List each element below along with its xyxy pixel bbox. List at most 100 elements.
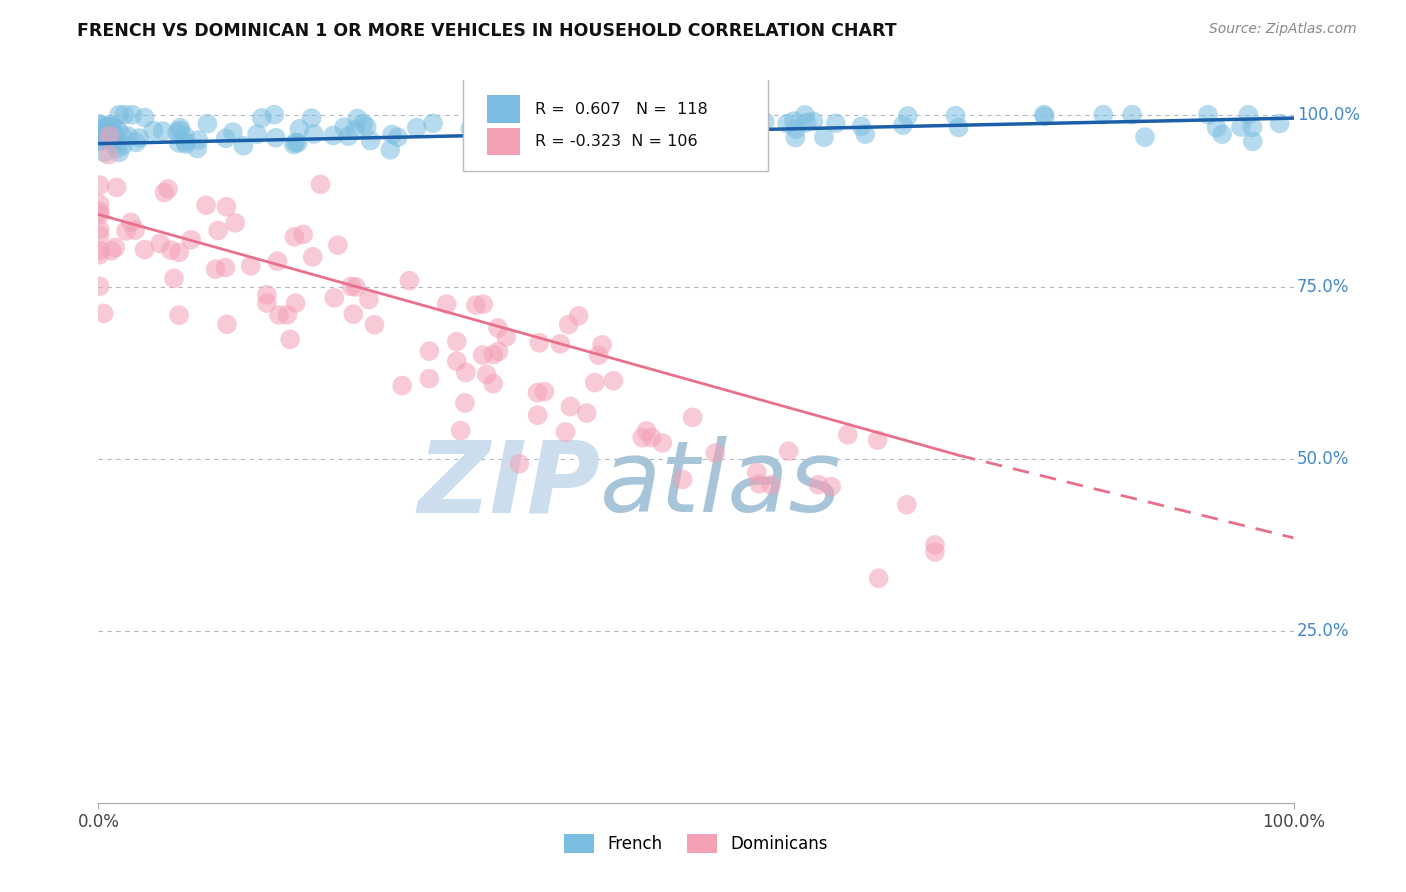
Point	[868, 571, 890, 585]
Point	[89, 244, 111, 258]
Point	[356, 120, 378, 134]
Text: Source: ZipAtlas.com: Source: ZipAtlas.com	[1209, 22, 1357, 37]
Point	[98, 133, 121, 147]
Point	[776, 117, 799, 131]
Point	[124, 223, 146, 237]
Point	[560, 400, 582, 414]
Point	[108, 145, 131, 160]
Point	[89, 178, 111, 192]
Point	[945, 109, 967, 123]
Point	[682, 410, 704, 425]
Point	[418, 372, 440, 386]
Point	[166, 125, 188, 139]
Point	[169, 120, 191, 135]
Point	[288, 121, 311, 136]
Point	[529, 335, 551, 350]
Point	[759, 477, 782, 491]
Point	[1197, 108, 1219, 122]
Point	[97, 147, 120, 161]
Point	[222, 125, 245, 139]
Text: FRENCH VS DOMINICAN 1 OR MORE VEHICLES IN HOUSEHOLD CORRELATION CHART: FRENCH VS DOMINICAN 1 OR MORE VEHICLES I…	[77, 22, 897, 40]
Point	[450, 424, 472, 438]
Point	[1033, 109, 1056, 123]
Point	[100, 118, 122, 132]
Point	[891, 118, 914, 132]
Point	[89, 204, 111, 219]
Point	[693, 130, 716, 145]
Point	[588, 119, 610, 133]
Point	[948, 120, 970, 135]
Point	[866, 433, 889, 447]
Point	[167, 308, 190, 322]
Point	[111, 128, 134, 143]
Point	[167, 245, 190, 260]
Point	[697, 113, 720, 128]
Point	[1133, 130, 1156, 145]
Point	[557, 318, 579, 332]
Point	[301, 250, 323, 264]
Point	[853, 127, 876, 141]
Point	[897, 109, 920, 123]
Point	[801, 114, 824, 128]
Point	[215, 200, 238, 214]
Point	[783, 114, 806, 128]
Point	[91, 128, 114, 142]
Point	[924, 538, 946, 552]
FancyBboxPatch shape	[486, 128, 520, 155]
Point	[568, 309, 591, 323]
Point	[153, 186, 176, 200]
Point	[575, 406, 598, 420]
Point	[530, 128, 553, 143]
Point	[224, 216, 246, 230]
Point	[620, 119, 643, 133]
Point	[482, 347, 505, 361]
Point	[105, 180, 128, 194]
Text: 100.0%: 100.0%	[1298, 105, 1360, 124]
Point	[93, 145, 115, 160]
Point	[322, 128, 344, 143]
Point	[405, 120, 427, 135]
Point	[352, 116, 374, 130]
Point	[112, 138, 135, 153]
Point	[157, 182, 180, 196]
Text: R = -0.323  N = 106: R = -0.323 N = 106	[534, 134, 697, 149]
FancyBboxPatch shape	[486, 95, 520, 123]
Point	[824, 116, 846, 130]
Point	[97, 120, 120, 134]
Legend: French, Dominicans: French, Dominicans	[557, 827, 835, 860]
Point	[454, 366, 477, 380]
Point	[1268, 116, 1291, 130]
Point	[89, 133, 111, 147]
Point	[454, 396, 477, 410]
Point	[813, 130, 835, 145]
Point	[264, 130, 287, 145]
Point	[785, 122, 807, 136]
Point	[550, 336, 572, 351]
Point	[215, 318, 238, 332]
Point	[785, 130, 807, 145]
Point	[89, 126, 111, 140]
Point	[309, 178, 332, 192]
Point	[446, 334, 468, 349]
Point	[572, 145, 595, 159]
Point	[292, 227, 315, 242]
Point	[754, 114, 776, 128]
Point	[344, 123, 367, 137]
Point	[495, 330, 517, 344]
Text: atlas: atlas	[600, 436, 842, 533]
Point	[591, 338, 613, 352]
Point	[159, 243, 181, 257]
Point	[89, 247, 111, 261]
Text: 25.0%: 25.0%	[1298, 622, 1350, 640]
Point	[472, 297, 495, 311]
Point	[807, 477, 830, 491]
Point	[246, 127, 269, 141]
Point	[1121, 108, 1143, 122]
Point	[495, 109, 517, 123]
Point	[446, 354, 468, 368]
Point	[105, 141, 128, 155]
Text: 50.0%: 50.0%	[1298, 450, 1350, 467]
Point	[851, 120, 873, 134]
Point	[475, 368, 498, 382]
Text: ZIP: ZIP	[418, 436, 600, 533]
